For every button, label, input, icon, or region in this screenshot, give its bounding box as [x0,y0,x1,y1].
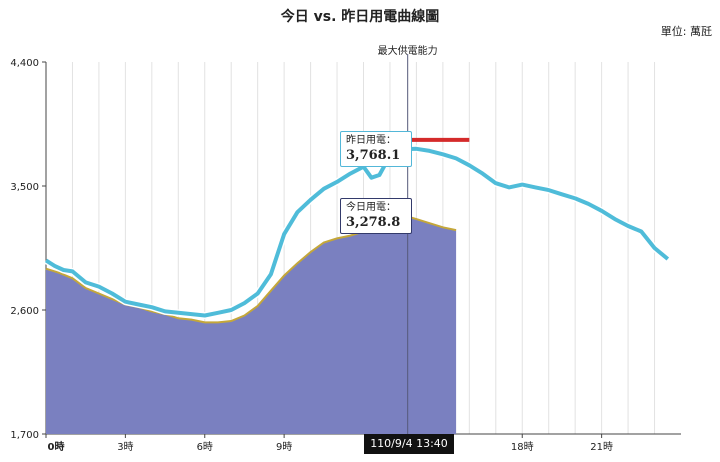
x-tick-label: 18時 [511,441,534,453]
today-area [46,216,457,434]
yesterday-tooltip-label: 昨日用電： [346,135,396,146]
today-tooltip: 今日用電： 3,278.8 [340,198,412,234]
x-tick-label: 3時 [117,441,133,453]
yesterday-tooltip: 昨日用電： 3,768.1 [340,131,412,167]
x-tick-label: 21時 [590,441,613,453]
yesterday-tooltip-value: 3,768.1 [346,148,401,163]
x-tick-label: 0時 [48,440,65,453]
y-tick-label: 3,500 [10,182,39,193]
x-tick-label: 9時 [276,441,292,453]
time-badge: 110/9/4 13:40 [364,434,454,454]
x-tick-label: 6時 [197,441,213,453]
today-tooltip-label: 今日用電： [346,202,396,213]
chart-title: 今日 vs. 昨日用電曲線圖 [280,9,440,25]
y-tick-label: 2,600 [10,306,39,317]
yesterday-line [44,146,670,318]
y-tick-label: 1,700 [10,430,39,441]
unit-label: 單位: 萬瓩 [660,25,712,38]
max-supply-label: 最大供電能力 [378,44,438,57]
y-tick-label: 4,400 [10,58,39,69]
today-tooltip-value: 3,278.8 [346,215,401,230]
